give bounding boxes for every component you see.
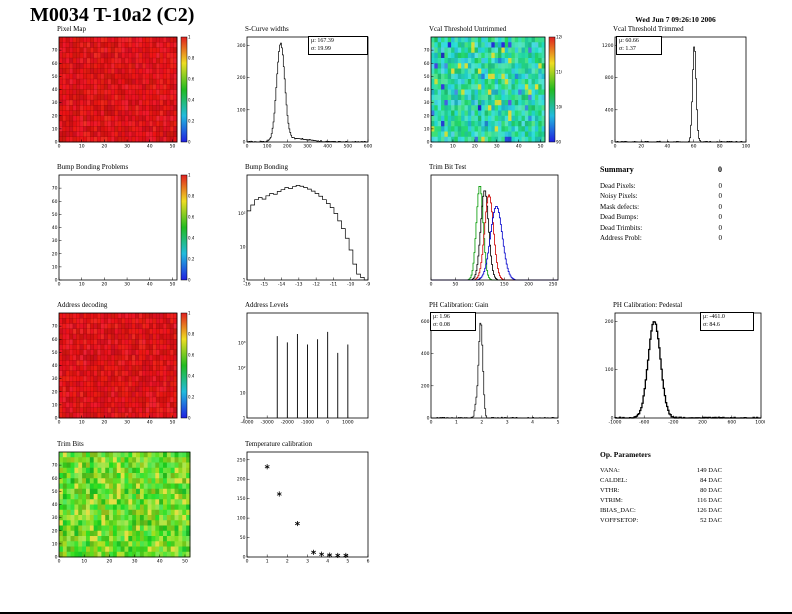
op-parameters-header: Op. Parameters (600, 450, 722, 460)
page-title: M0034 T-10a2 (C2) (30, 4, 195, 26)
panel-title: PH Calibration: Gain (429, 301, 489, 309)
data-row: Dead Trimbits: 0 (600, 223, 722, 234)
stat-mu: μ: 167.39 (311, 38, 334, 44)
panel-trim-bits: Trim Bits (44, 440, 194, 567)
stat-sigma: σ: 19.99 (311, 45, 331, 52)
address-levels-histogram (232, 310, 372, 428)
panel-pixel-map: Pixel Map (44, 25, 194, 152)
row-value: 84 DAC (700, 477, 722, 484)
row-value: 80 DAC (700, 487, 722, 494)
summary-rows: Dead Pixels: 0 Noisy Pixels: 0 Mask defects:… (600, 181, 722, 244)
panel-title: Temperature calibration (245, 440, 312, 448)
panel-title: Bump Bonding (245, 163, 288, 171)
stats-box: μ: 167.39 σ: 19.99 (308, 36, 368, 55)
panel-ph-pedestal: PH Calibration: Pedestal μ: -461.0 σ: 84… (600, 301, 765, 428)
row-label: VTHR: (600, 487, 620, 494)
panel-title: Vcal Threshold Trimmed (613, 25, 684, 33)
summary-total: 0 (718, 165, 722, 174)
panel-scurve-widths: S-Curve widths μ: 167.39 σ: 19.99 (232, 25, 372, 152)
data-row: Noisy Pixels: 0 (600, 191, 722, 202)
panel-temperature: Temperature calibration (232, 440, 372, 567)
row-value: 0 (718, 213, 723, 221)
row-label: Noisy Pixels: (600, 192, 638, 200)
panel-trim-bit-test: Trim Bit Test (416, 163, 562, 290)
bump-bonding-histogram (232, 172, 372, 290)
panel-title: Pixel Map (57, 25, 86, 33)
row-label: VTRIM: (600, 497, 623, 504)
data-row: Dead Pixels: 0 (600, 181, 722, 192)
op-parameters-rows: VANA: 149 DAC CALDEL: 84 DAC VTHR: 80 DAC VTRI… (600, 466, 722, 526)
panel-title: S-Curve widths (245, 25, 289, 33)
stats-box: μ: 1.96 σ: 0.08 (430, 312, 476, 331)
panel-ph-gain: PH Calibration: Gain μ: 1.96 σ: 0.08 (416, 301, 562, 428)
summary-block: Summary 0 Dead Pixels: 0 Noisy Pixels: 0 Mas… (600, 165, 722, 244)
row-value: 52 DAC (700, 517, 722, 524)
row-value: 0 (718, 181, 723, 190)
trim-bit-test-histograms (416, 172, 562, 290)
row-label: Address Probl: (600, 234, 642, 242)
row-value: 116 DAC (697, 497, 722, 504)
stat-sigma: σ: 1.37 (619, 45, 636, 52)
stats-box: μ: 60.66 σ: 1.37 (616, 36, 662, 55)
panel-title: Trim Bits (57, 440, 84, 448)
stat-mu: μ: 1.96 (433, 314, 450, 320)
row-value: 0 (718, 192, 723, 200)
row-value: 0 (718, 234, 723, 242)
data-row: IBIAS_DAC: 126 DAC (600, 506, 722, 516)
data-row: VOFFSETOP: 52 DAC (600, 516, 722, 526)
stat-mu: μ: -461.0 (703, 314, 725, 320)
data-row: Dead Bumps: 0 (600, 212, 722, 223)
row-label: IBIAS_DAC: (600, 507, 636, 514)
pixel-map-heatmap (44, 34, 194, 152)
row-label: CALDEL: (600, 477, 628, 484)
stat-sigma: σ: 0.08 (433, 321, 450, 328)
address-decoding-heatmap (44, 310, 194, 428)
data-row: Mask defects: 0 (600, 202, 722, 213)
panel-address-levels: Address Levels (232, 301, 372, 428)
row-value: 0 (718, 202, 723, 211)
row-label: Dead Trimbits: (600, 223, 643, 232)
row-value: 0 (718, 223, 723, 232)
panel-address-decoding: Address decoding (44, 301, 194, 428)
row-label: VANA: (600, 467, 620, 474)
panel-title: Address decoding (57, 301, 108, 309)
panel-title: Bump Bonding Problems (57, 163, 129, 171)
panel-title: Trim Bit Test (429, 163, 467, 171)
row-value: 126 DAC (696, 507, 722, 514)
panel-title: PH Calibration: Pedestal (613, 301, 683, 309)
data-row: Address Probl: 0 (600, 233, 722, 244)
data-row: CALDEL: 84 DAC (600, 476, 722, 486)
summary-title: Summary (600, 165, 634, 174)
row-label: Mask defects: (600, 202, 640, 211)
row-label: Dead Bumps: (600, 213, 639, 221)
panel-vcal-trimmed: Vcal Threshold Trimmed μ: 60.66 σ: 1.37 (600, 25, 750, 152)
trim-bits-heatmap (44, 449, 194, 567)
panel-bump-problems: Bump Bonding Problems (44, 163, 194, 290)
summary-header: Summary 0 (600, 165, 722, 176)
row-value: 149 DAC (696, 467, 722, 474)
stat-sigma: σ: 84.6 (703, 321, 720, 328)
panel-title: Vcal Threshold Untrimmed (429, 25, 507, 33)
data-row: VTHR: 80 DAC (600, 486, 722, 496)
panel-bump-bonding: Bump Bonding (232, 163, 372, 290)
temperature-scatter (232, 449, 372, 567)
data-row: VANA: 149 DAC (600, 466, 722, 476)
data-row: VTRIM: 116 DAC (600, 496, 722, 506)
timestamp: Wed Jun 7 09:26:10 2006 (635, 15, 716, 24)
stats-box: μ: -461.0 σ: 84.6 (700, 312, 754, 331)
row-label: Dead Pixels: (600, 181, 636, 190)
vcal-untrimmed-heatmap (416, 34, 562, 152)
bump-problems-heatmap (44, 172, 194, 290)
stat-mu: μ: 60.66 (619, 38, 639, 44)
op-parameters-block: Op. Parameters VANA: 149 DAC CALDEL: 84 DAC… (600, 450, 722, 526)
row-label: VOFFSETOP: (600, 517, 639, 524)
panel-title: Address Levels (245, 301, 289, 309)
panel-vcal-untrimmed: Vcal Threshold Untrimmed (416, 25, 562, 152)
op-parameters-title: Op. Parameters (600, 450, 651, 459)
